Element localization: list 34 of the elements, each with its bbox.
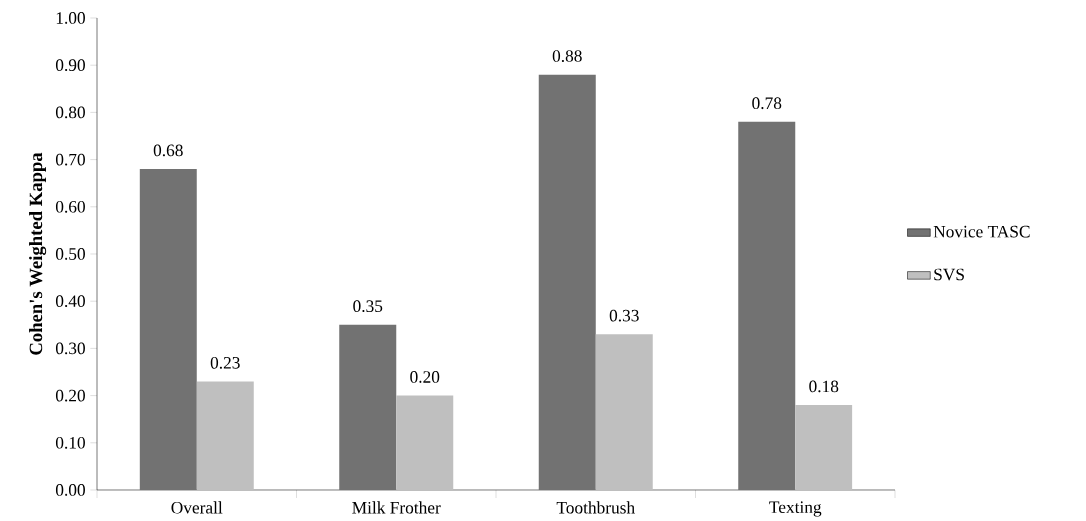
bar: [396, 395, 454, 490]
data-label: 0.18: [809, 380, 839, 393]
y-tick-label: 0.40: [55, 295, 85, 308]
y-tick-label: 0.30: [55, 342, 85, 355]
y-tick-label: 0.20: [55, 389, 85, 402]
data-label: 0.20: [410, 371, 440, 383]
y-tick-label: 0.50: [55, 248, 85, 260]
x-tick-label: Toothbrush: [556, 501, 635, 514]
y-tick-label: 0.80: [55, 106, 85, 119]
data-label: 0.68: [153, 144, 183, 157]
legend-label: Novice TASC: [933, 225, 1030, 238]
x-tick-label: Overall: [171, 501, 223, 514]
bar: [538, 74, 596, 490]
bar: [196, 381, 254, 490]
y-tick-label: 0.10: [55, 436, 85, 449]
bar: [339, 324, 397, 490]
y-tick-label: 0.60: [55, 200, 85, 213]
data-label: 0.33: [609, 309, 639, 322]
data-label: 0.88: [552, 50, 582, 62]
data-label: 0.78: [752, 97, 782, 110]
y-axis-title: Cohen's Weighted Kappa: [29, 152, 47, 355]
y-tick-label: 0.90: [55, 59, 85, 72]
data-label: 0.35: [353, 300, 383, 313]
bar: [738, 121, 796, 490]
data-label: 0.23: [210, 356, 240, 369]
bar: [795, 405, 853, 490]
x-tick-label: Milk Frother: [352, 501, 441, 514]
bar: [139, 169, 197, 490]
y-tick-label: 0.00: [55, 484, 85, 496]
y-tick-label: 0.70: [55, 153, 85, 166]
legend-label: SVS: [934, 268, 964, 281]
x-tick-label: Texting: [769, 501, 822, 517]
y-tick-label: 1.00: [56, 12, 85, 24]
bar: [595, 334, 653, 490]
